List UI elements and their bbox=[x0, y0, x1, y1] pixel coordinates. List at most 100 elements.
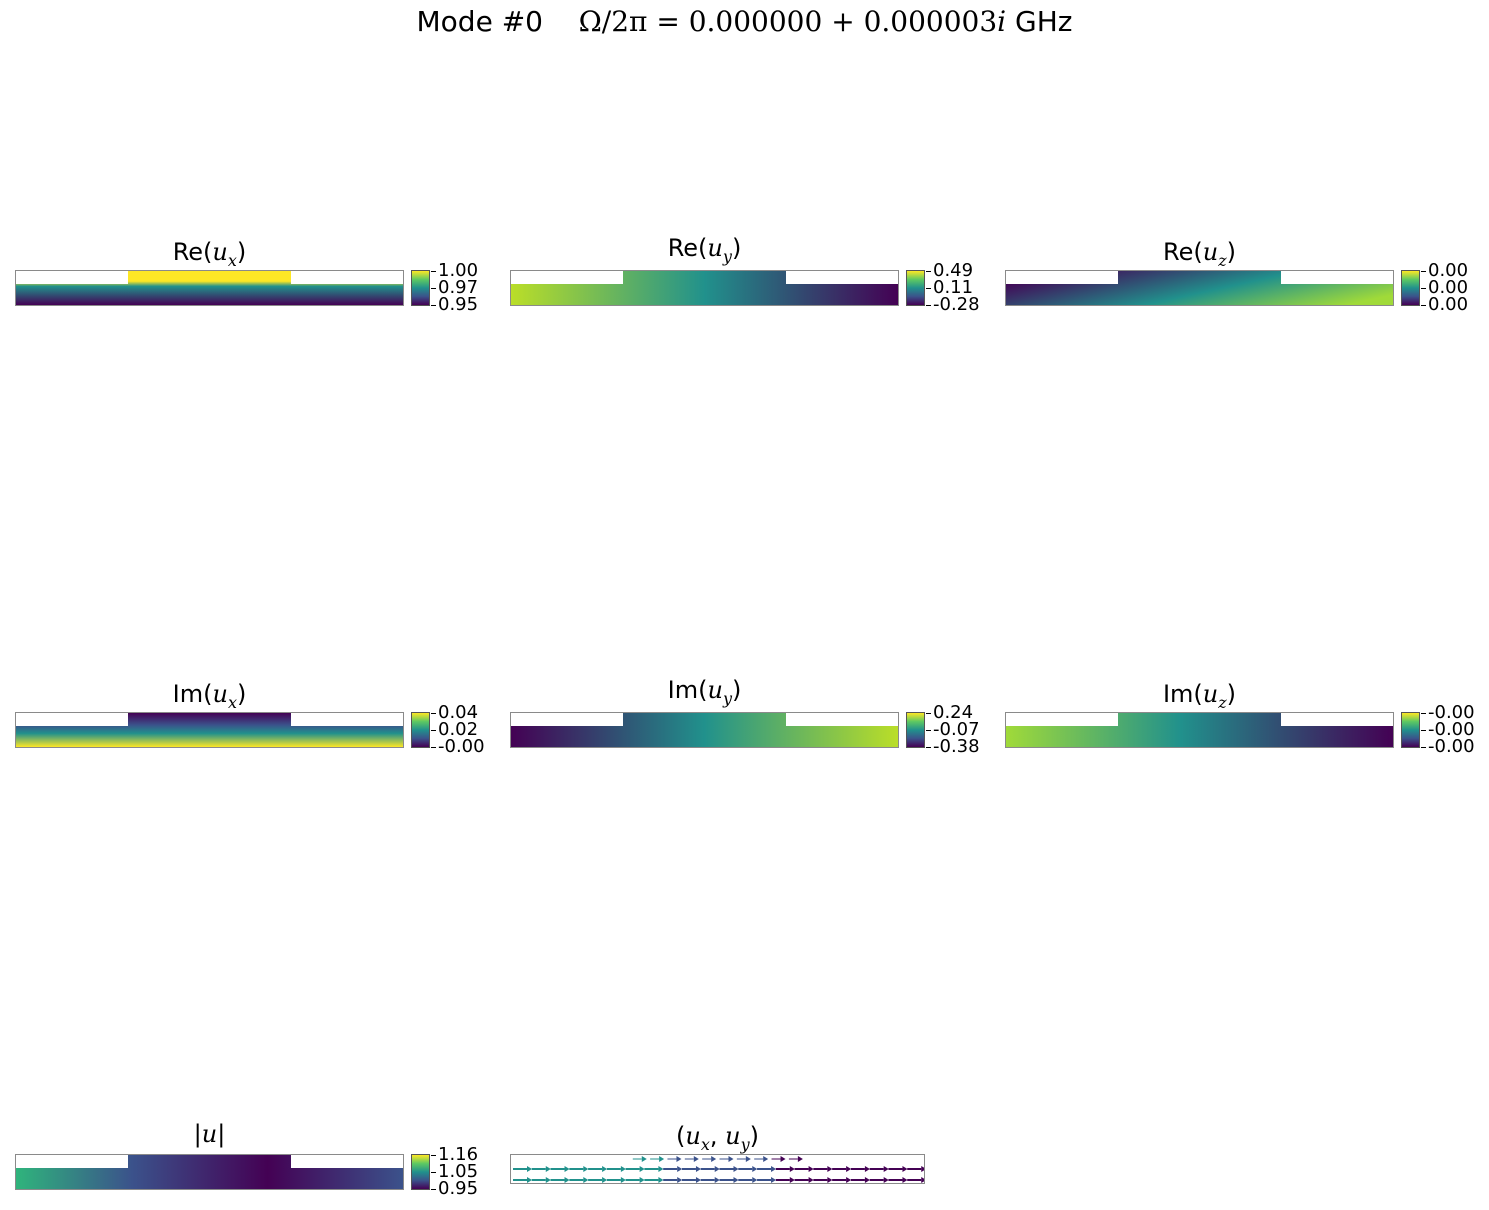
field-plot bbox=[15, 1154, 404, 1190]
title-var: u bbox=[685, 1122, 701, 1150]
panel-title: Re(uy) bbox=[510, 234, 899, 266]
quiver-arrow-head bbox=[677, 1177, 683, 1183]
quiver-arrow-head bbox=[752, 1177, 758, 1183]
quiver-arrow-head bbox=[695, 1166, 701, 1172]
quiver-arrow-head bbox=[733, 1166, 739, 1172]
colorbar bbox=[906, 270, 925, 306]
quiver-arrow-head bbox=[846, 1177, 852, 1183]
quiver-arrow-head bbox=[545, 1166, 551, 1172]
quiver-arrow-head bbox=[780, 1156, 786, 1162]
quiver-arrow-head bbox=[864, 1177, 870, 1183]
quiver-arrow-head bbox=[902, 1177, 908, 1183]
quiver-arrow-head bbox=[771, 1166, 777, 1172]
field-shape bbox=[511, 713, 898, 747]
colorbar-tick-label: 0.00 bbox=[1420, 294, 1469, 315]
title-prefix: Re( bbox=[172, 238, 213, 266]
colorbar-tick-label: 1.05 bbox=[430, 1161, 479, 1182]
quiver-arrow-head bbox=[527, 1177, 532, 1183]
title-sub: z bbox=[1218, 250, 1227, 270]
colorbar bbox=[411, 1154, 430, 1190]
quiver-arrow-head bbox=[641, 1156, 647, 1162]
suptitle-omega: Ω/2π = 0.000000 + 0.000003 bbox=[578, 5, 998, 38]
panel-title: Im(uz) bbox=[1005, 680, 1394, 712]
title-sub: y bbox=[722, 246, 732, 266]
quiver-arrow-head bbox=[921, 1166, 924, 1172]
suptitle-unit: GHz bbox=[1015, 5, 1073, 38]
title-suffix: ) bbox=[1226, 238, 1236, 266]
quiver-arrow-head bbox=[827, 1177, 833, 1183]
quiver-arrow-head bbox=[883, 1166, 889, 1172]
field-plot bbox=[510, 270, 899, 306]
title-suffix: ) bbox=[1226, 680, 1237, 708]
field-plot bbox=[510, 1154, 925, 1184]
quiver-arrow-head bbox=[583, 1177, 589, 1183]
colorbar-tick-label: 1.00 bbox=[430, 260, 479, 281]
quiver-arrow-head bbox=[808, 1166, 814, 1172]
quiver-arrow-head bbox=[583, 1166, 589, 1172]
colorbar-tick-label: 0.24 bbox=[925, 702, 974, 723]
title-suffix: | bbox=[217, 1120, 226, 1148]
quiver-arrow-head bbox=[714, 1177, 720, 1183]
field-svg bbox=[16, 1155, 403, 1189]
title-suffix: ) bbox=[731, 676, 742, 704]
figure-suptitle: Mode #0 Ω/2π = 0.000000 + 0.000003i GHz bbox=[0, 5, 1489, 38]
field-shape bbox=[1006, 713, 1393, 747]
title-var: u bbox=[1202, 680, 1219, 708]
quiver-arrow-head bbox=[658, 1177, 664, 1183]
title-prefix: Re( bbox=[667, 234, 708, 262]
field-shape bbox=[1006, 271, 1393, 305]
quiver-arrow-head bbox=[864, 1166, 870, 1172]
title-prefix: Im( bbox=[667, 676, 708, 704]
panel-title: Im(ux) bbox=[15, 680, 404, 712]
field-svg bbox=[513, 1156, 924, 1183]
colorbar-tick-label: -0.00 bbox=[1421, 702, 1475, 723]
field-svg bbox=[1006, 271, 1393, 305]
colorbar-tick-label: -0.00 bbox=[1421, 719, 1475, 740]
colorbar-tick-label: 0.11 bbox=[925, 277, 974, 298]
quiver-arrow-head bbox=[902, 1166, 908, 1172]
panel-title: |u| bbox=[15, 1120, 404, 1148]
quiver-arrow-head bbox=[752, 1166, 758, 1172]
title-suffix: ) bbox=[236, 238, 247, 266]
quiver-arrow-head bbox=[711, 1156, 717, 1162]
quiver-arrow-head bbox=[883, 1177, 889, 1183]
field-svg bbox=[16, 713, 403, 747]
title-suffix: ) bbox=[236, 680, 247, 708]
colorbar bbox=[906, 712, 925, 748]
title-sub: x bbox=[227, 250, 237, 270]
field-plot bbox=[1005, 712, 1394, 748]
title-var: u bbox=[212, 680, 228, 708]
colorbar-tick-label: 0.04 bbox=[430, 702, 479, 723]
colorbar-tick-label: 0.00 bbox=[1420, 260, 1469, 281]
title-var: u bbox=[201, 1120, 218, 1148]
field-svg bbox=[511, 271, 898, 305]
quiver-arrow-head bbox=[728, 1156, 734, 1162]
colorbar-tick-label: 0.95 bbox=[430, 294, 479, 315]
quiver-arrow-head bbox=[658, 1166, 664, 1172]
colorbar-tick-label: -0.07 bbox=[926, 719, 980, 740]
quiver-arrow-head bbox=[846, 1166, 852, 1172]
colorbar bbox=[411, 712, 430, 748]
field-svg bbox=[511, 713, 898, 747]
quiver-arrow-head bbox=[763, 1156, 769, 1162]
panel-title: (ux, uy) bbox=[510, 1122, 925, 1154]
colorbar-tick-label: 0.97 bbox=[430, 277, 479, 298]
title-var: u bbox=[212, 238, 228, 266]
quiver-arrow-head bbox=[545, 1177, 551, 1183]
panel-title: Re(ux) bbox=[15, 238, 404, 270]
quiver-arrow-head bbox=[602, 1177, 608, 1183]
title-sub: x bbox=[227, 692, 237, 712]
title-prefix: | bbox=[193, 1120, 202, 1148]
quiver-arrow-head bbox=[639, 1166, 645, 1172]
title-suffix: ) bbox=[749, 1122, 760, 1150]
colorbar-tick-label: -0.28 bbox=[926, 294, 980, 315]
field-plot bbox=[15, 270, 404, 306]
quiver-arrow-head bbox=[677, 1166, 683, 1172]
field-shape bbox=[16, 271, 403, 305]
colorbar-tick-label: 0.02 bbox=[430, 719, 479, 740]
quiver-arrow-head bbox=[659, 1156, 665, 1162]
quiver-arrow-head bbox=[745, 1156, 751, 1162]
quiver-arrow-head bbox=[676, 1156, 682, 1162]
quiver-arrow-head bbox=[827, 1166, 833, 1172]
field-svg bbox=[1006, 713, 1393, 747]
